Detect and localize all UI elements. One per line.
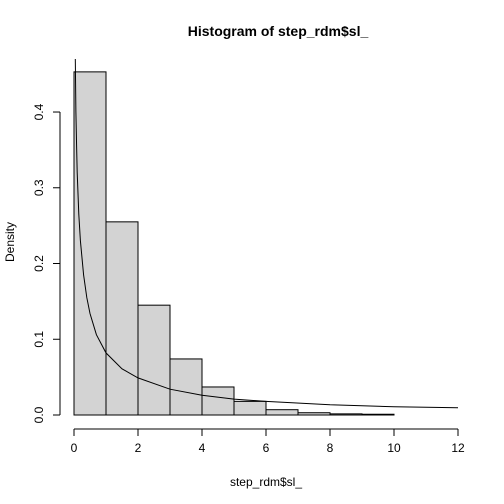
histogram-bar <box>201 386 235 416</box>
x-tick-label: 12 <box>451 441 465 455</box>
y-tick-label: 0.0 <box>32 406 46 423</box>
histogram-bar <box>233 400 267 416</box>
x-axis-label: step_rdm$sl_ <box>230 475 302 489</box>
x-tick-label: 10 <box>387 441 401 455</box>
y-axis-label: Density <box>3 222 17 262</box>
x-tick-label: 2 <box>135 441 142 455</box>
x-tick-label: 4 <box>199 441 206 455</box>
x-tick-label: 0 <box>71 441 78 455</box>
histogram-bar <box>361 413 395 416</box>
histogram-bar <box>329 413 363 416</box>
x-tick-label: 8 <box>327 441 334 455</box>
histogram-bar <box>73 71 107 416</box>
y-tick-label: 0.4 <box>32 103 46 120</box>
histogram-bar <box>265 409 299 416</box>
y-tick-label: 0.3 <box>32 179 46 196</box>
y-tick-label: 0.2 <box>32 255 46 272</box>
histogram-bar <box>105 221 139 416</box>
x-tick-label: 6 <box>263 441 270 455</box>
density-curve <box>74 58 459 409</box>
histogram-bar <box>297 412 331 416</box>
bars-layer <box>73 71 395 416</box>
histogram-bar <box>137 304 171 416</box>
y-tick-label: 0.1 <box>32 331 46 348</box>
y-axis: 0.0 0.1 0.2 0.3 0.4 <box>32 103 61 423</box>
curve-layer <box>74 58 459 409</box>
x-axis: 0 2 4 6 8 10 12 <box>71 428 465 455</box>
histogram-bar <box>169 358 203 416</box>
chart-title: Histogram of step_rdm$sl_ <box>188 23 369 39</box>
